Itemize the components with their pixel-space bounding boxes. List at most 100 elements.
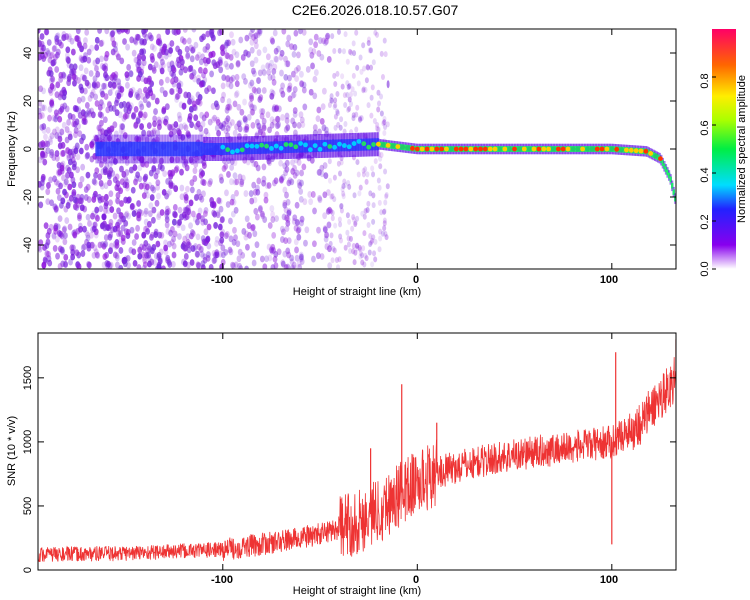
- ridge-peak: [444, 146, 449, 152]
- noise-cell: [41, 87, 46, 95]
- noise-cell: [276, 121, 281, 129]
- noise-cell: [282, 250, 288, 258]
- noise-cell: [350, 86, 355, 93]
- noise-cell: [385, 183, 390, 190]
- ridge-peak: [638, 148, 644, 154]
- ridge-cell: [193, 141, 196, 157]
- noise-cell: [161, 265, 166, 269]
- ridge-core: [622, 146, 626, 153]
- noise-cell: [130, 202, 136, 210]
- noise-cell: [184, 206, 190, 214]
- noise-cell: [108, 199, 113, 207]
- noise-cell: [141, 59, 147, 67]
- noise-cell: [54, 154, 60, 162]
- noise-cell: [244, 126, 250, 134]
- noise-cell: [126, 63, 132, 71]
- noise-cell: [347, 183, 352, 190]
- noise-cell: [376, 89, 381, 96]
- ridge-peak: [609, 146, 615, 152]
- noise-cell: [78, 197, 84, 205]
- noise-cell: [148, 34, 154, 42]
- noise-cell: [46, 39, 52, 46]
- noise-cell: [98, 179, 104, 187]
- spectrogram-y-ticks: [38, 52, 676, 246]
- noise-cell: [342, 178, 347, 185]
- noise-cell: [333, 97, 338, 104]
- noise-cell: [199, 245, 204, 253]
- noise-cell: [244, 215, 250, 223]
- noise-cell: [189, 55, 195, 63]
- noise-cell: [200, 260, 206, 267]
- noise-cell: [294, 75, 299, 83]
- noise-cell: [85, 183, 91, 191]
- noise-cell: [136, 264, 142, 269]
- noise-cell: [253, 87, 259, 95]
- ridge-cell: [201, 141, 204, 157]
- ridge-peak: [298, 141, 303, 146]
- noise-cell: [175, 127, 181, 135]
- ridge-peak: [346, 144, 352, 150]
- noise-cell: [211, 87, 216, 95]
- noise-cell: [48, 176, 53, 184]
- noise-cell: [107, 81, 113, 88]
- ridge-peak: [322, 141, 328, 147]
- noise-cell: [118, 247, 124, 254]
- noise-cell: [67, 158, 73, 166]
- noise-cell: [198, 80, 204, 88]
- noise-cell: [225, 103, 231, 111]
- ridge-peak: [410, 146, 415, 151]
- noise-cell: [75, 193, 81, 201]
- noise-cell: [291, 91, 297, 98]
- ridge-peak: [478, 146, 483, 152]
- noise-cell: [90, 88, 96, 96]
- noise-cell: [296, 65, 301, 72]
- noise-cell: [329, 193, 334, 200]
- ridge-cell: [107, 141, 111, 157]
- noise-cell: [297, 182, 303, 189]
- noise-cell: [267, 73, 273, 81]
- noise-cell: [99, 88, 105, 95]
- noise-cell: [355, 245, 360, 252]
- ridge-peak: [565, 146, 571, 152]
- noise-cell: [312, 75, 318, 83]
- noise-cell: [225, 80, 231, 88]
- ridge-cell: [205, 143, 209, 155]
- noise-cell: [151, 165, 157, 172]
- artifact-cell: [386, 80, 390, 89]
- noise-cell: [311, 48, 317, 55]
- noise-cell: [294, 246, 299, 254]
- noise-cell: [370, 261, 375, 268]
- noise-cell: [221, 120, 227, 128]
- ridge-cell: [145, 141, 148, 157]
- noise-cell: [165, 178, 171, 185]
- noise-cell: [364, 77, 369, 84]
- noise-cell: [113, 71, 119, 78]
- noise-cell: [89, 107, 95, 115]
- noise-cell: [272, 29, 278, 37]
- noise-cell: [139, 48, 145, 56]
- noise-cell: [125, 255, 131, 262]
- noise-cell: [62, 188, 67, 196]
- noise-cell: [49, 75, 55, 82]
- noise-cell: [371, 218, 376, 225]
- ridge-peak: [361, 141, 367, 147]
- noise-cell: [347, 96, 352, 103]
- noise-cell: [52, 245, 58, 252]
- noise-cell: [375, 31, 380, 38]
- ridge-cell: [355, 138, 358, 151]
- noise-cell: [153, 228, 159, 236]
- noise-cell: [319, 170, 325, 178]
- spectrogram-xtick-label-neg100: -100: [211, 274, 233, 286]
- noise-cell: [285, 216, 291, 223]
- colorbar-tick-label-0.0: 0.0: [699, 261, 711, 276]
- ridge-cell: [297, 140, 300, 153]
- noise-cell: [273, 262, 279, 269]
- noise-cell: [286, 237, 292, 245]
- noise-cell: [69, 37, 75, 45]
- noise-cell: [198, 246, 204, 254]
- noise-cell: [313, 33, 319, 41]
- noise-cell: [99, 55, 104, 63]
- noise-cell: [85, 213, 91, 221]
- noise-cell: [329, 93, 334, 100]
- noise-cell: [333, 222, 338, 229]
